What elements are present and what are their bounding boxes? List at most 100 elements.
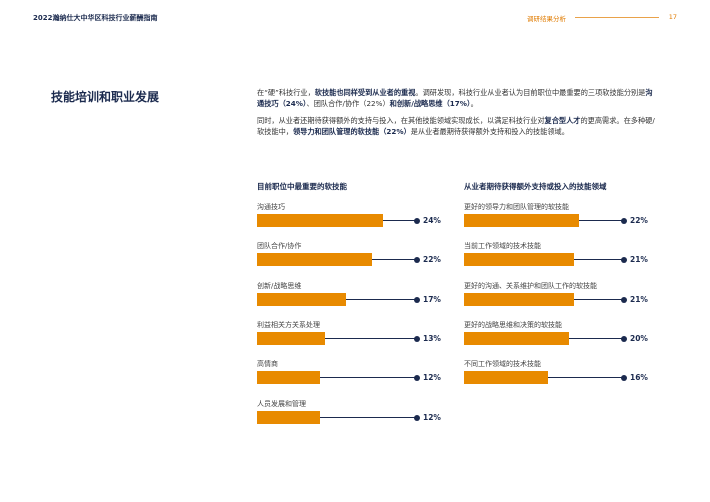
bar-track: 20% <box>464 332 648 345</box>
bar-value-label: 22% <box>630 216 648 225</box>
bar-row: 创新/战略思维 17% <box>257 266 457 306</box>
intro-text-segment: 。 <box>470 99 478 108</box>
bar-track: 22% <box>257 253 441 266</box>
bar-row: 当前工作领域的技术技能 21% <box>464 226 664 266</box>
bar-value-label: 21% <box>630 255 648 264</box>
bar-value-label: 24% <box>423 216 441 225</box>
bar-category-label: 当前工作领域的技术技能 <box>464 242 541 250</box>
bar-category-label: 更好的沟通、关系维护和团队工作的软技能 <box>464 282 597 290</box>
bar-row: 利益相关方关系处理 13% <box>257 305 457 345</box>
bar <box>257 253 372 266</box>
bar <box>464 253 574 266</box>
bar-track: 16% <box>464 371 648 384</box>
bar-value-label: 21% <box>630 295 648 304</box>
bar-track: 13% <box>257 332 441 345</box>
bar-end-dot <box>621 335 627 342</box>
bar-end-dot <box>414 414 420 421</box>
bar-leader-line <box>320 377 417 378</box>
bar-leader-line <box>548 377 624 378</box>
header-section-label: 调研结果分析 <box>527 15 566 23</box>
bar-category-label: 不同工作领域的技术技能 <box>464 360 541 368</box>
bar-row: 更好的沟通、关系维护和团队工作的软技能 21% <box>464 266 664 306</box>
bar <box>464 332 569 345</box>
bar <box>257 214 383 227</box>
bar <box>464 214 579 227</box>
bar-end-dot <box>621 217 627 224</box>
header-divider <box>575 17 659 18</box>
bar-end-dot <box>621 296 627 303</box>
bar-end-dot <box>414 296 420 303</box>
intro-text-segment: 同时，从业者还期待获得额外的支持与投入，在其他技能领域实现成长，以满足科技行业对 <box>257 116 545 125</box>
header-right: 调研结果分析 17 <box>527 13 677 23</box>
section-title: 技能培训和职业发展 <box>51 90 160 104</box>
intro-text-segment: 的更高需求。在多种硬/软技能中， <box>257 116 655 136</box>
intro-text-segment: 在“硬”科技行业， <box>257 88 315 97</box>
bar-track: 17% <box>257 293 441 306</box>
bar-leader-line <box>574 259 624 260</box>
bar-leader-line <box>574 299 624 300</box>
bar-end-dot <box>414 217 420 224</box>
bar-value-label: 20% <box>630 334 648 343</box>
bar-leader-line <box>325 338 417 339</box>
intro-text-segment: 领导力和团队管理的软技能（22%） <box>292 127 411 136</box>
bar-category-label: 团队合作/协作 <box>257 242 302 250</box>
bar <box>257 371 320 384</box>
bar-category-label: 更好的领导力和团队管理的软技能 <box>464 203 569 211</box>
bar <box>257 332 325 345</box>
intro-text-segment: 复合型人才 <box>544 116 581 125</box>
chart-title: 从业者期待获得额外支持或投入的技能领域 <box>464 182 607 191</box>
intro-paragraph-2: 同时，从业者还期待获得额外的支持与投入，在其他技能领域实现成长，以满足科技行业对… <box>257 115 659 137</box>
bar-leader-line <box>346 299 417 300</box>
bar-row: 人员发展和管理 12% <box>257 384 457 424</box>
bar-category-label: 利益相关方关系处理 <box>257 321 320 329</box>
bar-track: 21% <box>464 253 648 266</box>
intro-text-segment: 软技能也同样受到从业者的重视 <box>314 88 416 97</box>
page-number: 17 <box>668 13 677 21</box>
bar-end-dot <box>621 256 627 263</box>
bar-end-dot <box>621 374 627 381</box>
bar-track: 24% <box>257 214 441 227</box>
bar-leader-line <box>320 417 417 418</box>
bar-category-label: 创新/战略思维 <box>257 282 302 290</box>
bar <box>464 293 574 306</box>
bar-end-dot <box>414 374 420 381</box>
bar-row: 沟通技巧 24% <box>257 187 457 227</box>
bar-row: 更好的领导力和团队管理的软技能 22% <box>464 187 664 227</box>
chart-important-soft-skills: 目前职位中最重要的软技能 沟通技巧 24% 团队合作/协作 22% 创新/战略思维 17%… <box>257 181 457 424</box>
intro-text-segment: 。调研发现，科技行业从业者认为目前职位中最重要的三项软技能分别是 <box>415 88 646 97</box>
bar-track: 22% <box>464 214 648 227</box>
bar <box>257 293 346 306</box>
intro-text-segment: 是从业者最期待获得额外支持和投入的技能领域。 <box>410 127 569 136</box>
bar-value-label: 22% <box>423 255 441 264</box>
bar-leader-line <box>372 259 417 260</box>
bar-leader-line <box>383 220 417 221</box>
bar-value-label: 17% <box>423 295 441 304</box>
bar-row: 高情商 12% <box>257 344 457 384</box>
bar-category-label: 高情商 <box>257 360 278 368</box>
bar-row: 团队合作/协作 22% <box>257 226 457 266</box>
intro-text-segment: 和创新/战略思维（17%） <box>389 99 471 108</box>
intro-text-segment: 、团队合作/协作（22%） <box>306 99 390 108</box>
bar-leader-line <box>569 338 624 339</box>
bar <box>257 411 320 424</box>
bar-end-dot <box>414 335 420 342</box>
bar-track: 21% <box>464 293 648 306</box>
bar-end-dot <box>414 256 420 263</box>
bar-category-label: 更好的战略思维和决策的软技能 <box>464 321 562 329</box>
bar-leader-line <box>579 220 624 221</box>
bar-value-label: 13% <box>423 334 441 343</box>
bar-value-label: 12% <box>423 373 441 382</box>
bar <box>464 371 548 384</box>
bar-value-label: 16% <box>630 373 648 382</box>
bar-value-label: 12% <box>423 413 441 422</box>
bar-track: 12% <box>257 371 441 384</box>
bar-row: 更好的战略思维和决策的软技能 20% <box>464 305 664 345</box>
header-title: 2022瀚纳仕大中华区科技行业薪酬指南 <box>33 14 158 22</box>
intro-paragraph-1: 在“硬”科技行业，软技能也同样受到从业者的重视。调研发现，科技行业从业者认为目前… <box>257 87 659 109</box>
chart-title: 目前职位中最重要的软技能 <box>257 182 347 191</box>
bar-category-label: 沟通技巧 <box>257 203 285 211</box>
intro-text-segment: 沟通技巧（24%） <box>257 88 653 108</box>
bar-category-label: 人员发展和管理 <box>257 400 306 408</box>
bar-track: 12% <box>257 411 441 424</box>
chart-expected-support-skills: 从业者期待获得额外支持或投入的技能领域 更好的领导力和团队管理的软技能 22% 当前… <box>464 181 664 384</box>
